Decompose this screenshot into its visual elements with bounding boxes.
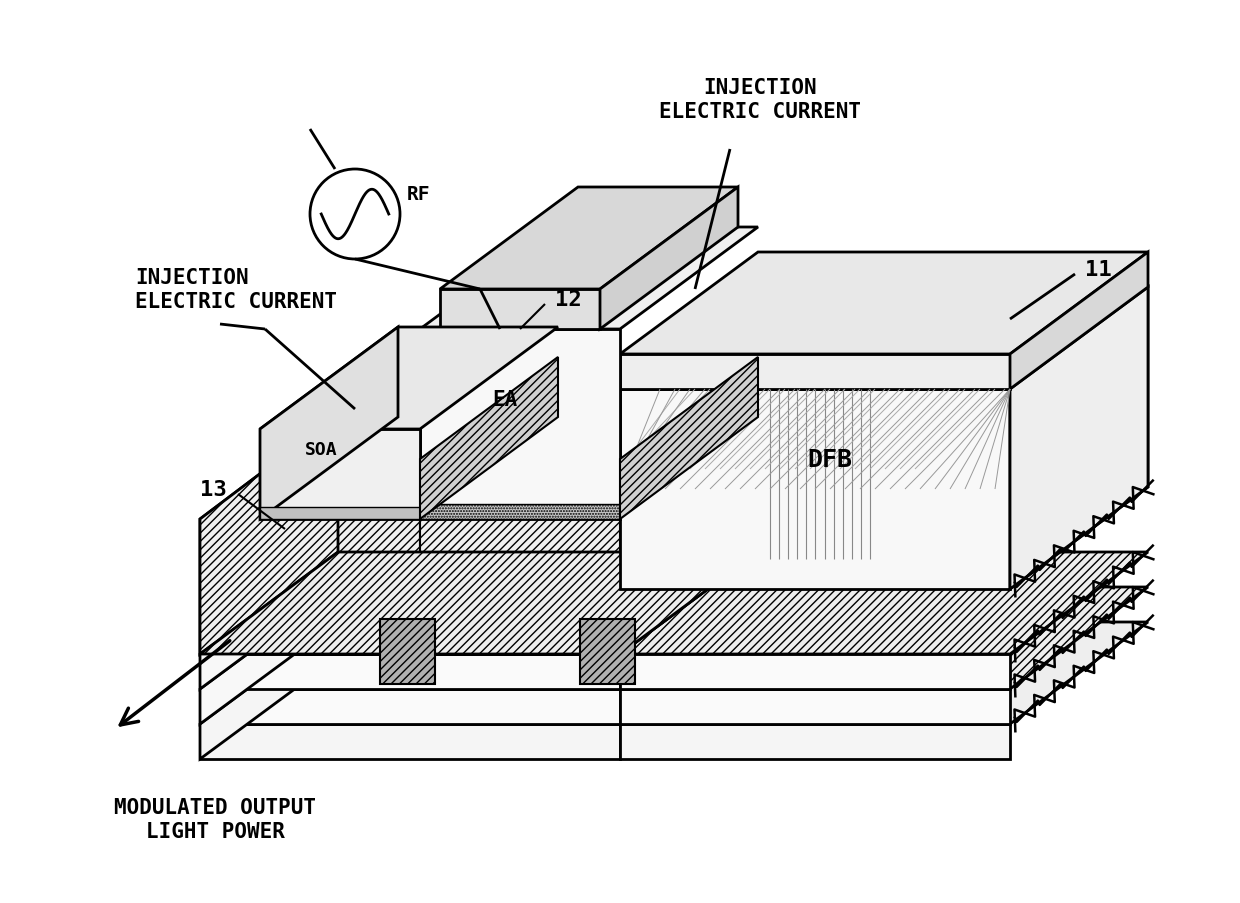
- Polygon shape: [620, 553, 1148, 655]
- Polygon shape: [200, 587, 339, 724]
- Polygon shape: [200, 519, 420, 655]
- Polygon shape: [420, 505, 620, 519]
- Text: INJECTION
ELECTRIC CURRENT: INJECTION ELECTRIC CURRENT: [658, 78, 861, 122]
- Text: INJECTION
ELECTRIC CURRENT: INJECTION ELECTRIC CURRENT: [135, 267, 337, 312]
- Polygon shape: [200, 587, 758, 689]
- Polygon shape: [200, 415, 339, 655]
- Polygon shape: [440, 188, 738, 290]
- Polygon shape: [200, 553, 339, 689]
- Polygon shape: [200, 553, 758, 655]
- Polygon shape: [620, 689, 1011, 724]
- Polygon shape: [420, 228, 758, 330]
- Polygon shape: [600, 188, 738, 330]
- Text: RF: RF: [407, 185, 430, 204]
- Polygon shape: [260, 328, 558, 430]
- Polygon shape: [200, 724, 620, 759]
- Text: DFB: DFB: [807, 448, 853, 471]
- Polygon shape: [260, 328, 398, 519]
- Polygon shape: [420, 358, 558, 519]
- Polygon shape: [200, 655, 620, 689]
- Polygon shape: [620, 253, 1148, 355]
- Polygon shape: [580, 619, 635, 684]
- Polygon shape: [200, 622, 339, 759]
- Text: 12: 12: [556, 290, 582, 310]
- Text: EA: EA: [492, 389, 517, 410]
- Text: SOA: SOA: [305, 441, 337, 459]
- Polygon shape: [620, 389, 1011, 590]
- Polygon shape: [200, 553, 758, 655]
- Polygon shape: [200, 622, 758, 724]
- Polygon shape: [1011, 253, 1148, 389]
- Polygon shape: [620, 358, 758, 519]
- Polygon shape: [1011, 288, 1148, 590]
- Polygon shape: [379, 619, 435, 684]
- Polygon shape: [620, 655, 1011, 689]
- Polygon shape: [200, 619, 620, 655]
- Polygon shape: [260, 507, 420, 519]
- Polygon shape: [260, 430, 420, 519]
- Polygon shape: [620, 288, 1148, 389]
- Polygon shape: [620, 622, 1148, 724]
- Text: MODULATED OUTPUT
LIGHT POWER: MODULATED OUTPUT LIGHT POWER: [114, 796, 316, 842]
- Polygon shape: [200, 517, 758, 619]
- Polygon shape: [1011, 288, 1148, 590]
- Polygon shape: [620, 724, 1011, 759]
- Polygon shape: [620, 355, 1011, 389]
- Polygon shape: [420, 330, 620, 519]
- Polygon shape: [620, 587, 1148, 689]
- Polygon shape: [440, 290, 600, 330]
- Text: 13: 13: [200, 479, 227, 499]
- Polygon shape: [200, 689, 620, 724]
- Text: 11: 11: [1085, 260, 1112, 280]
- Polygon shape: [200, 553, 758, 655]
- Polygon shape: [420, 519, 620, 655]
- Polygon shape: [200, 415, 339, 655]
